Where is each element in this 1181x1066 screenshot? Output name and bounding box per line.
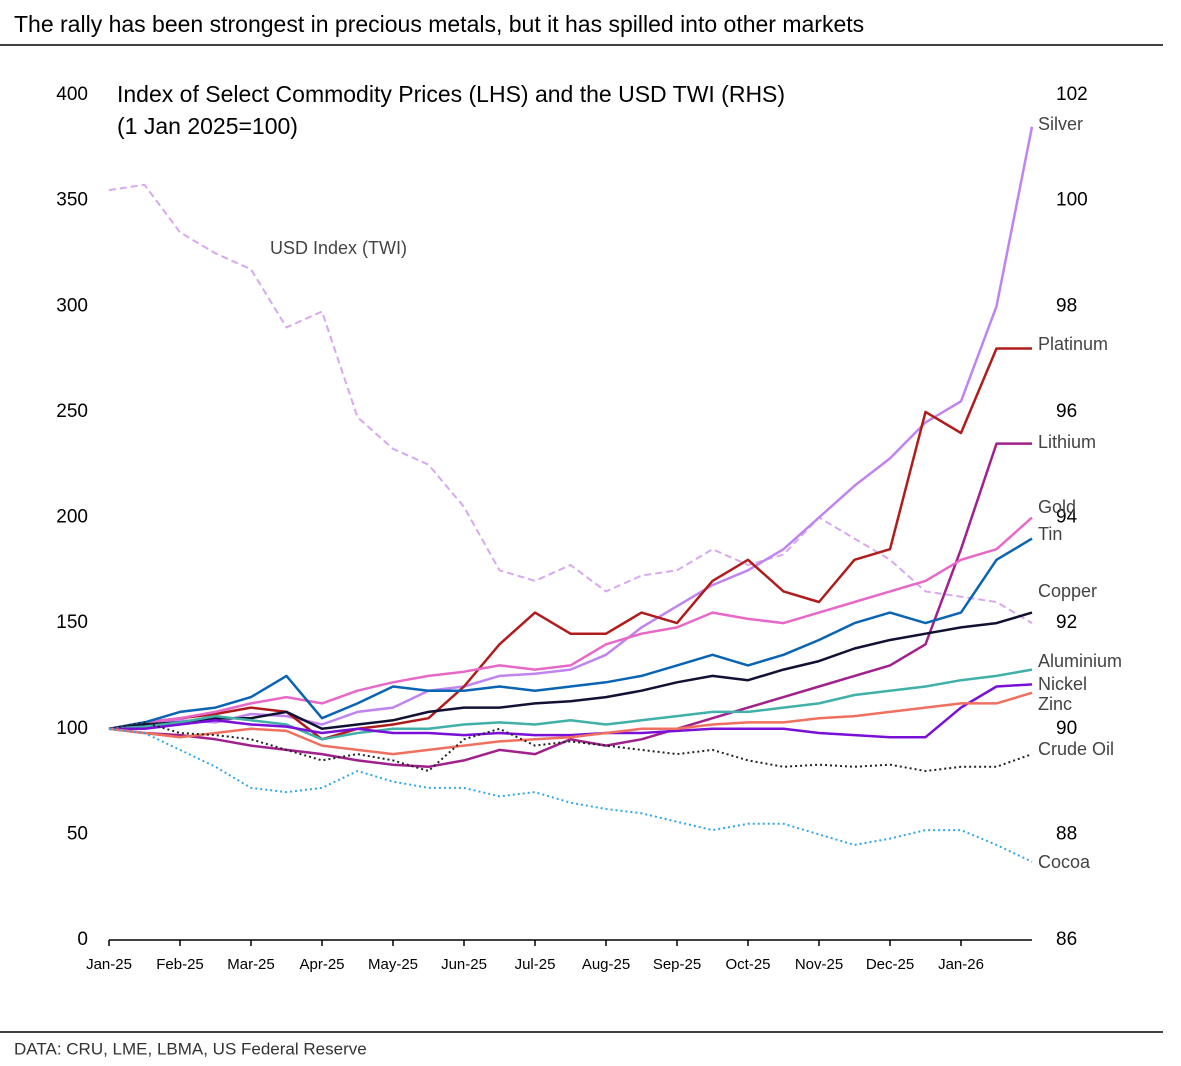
x-tick-label: Feb-25 [156,956,204,973]
x-tick-label: Oct-25 [725,956,770,973]
x-tick-label: Jan-26 [938,956,984,973]
y2-tick-label: 94 [1056,507,1078,528]
series-line [108,183,1033,624]
y-tick-label: 0 [77,929,88,950]
x-tick-label: Jul-25 [515,956,556,973]
series-label: Nickel [1038,674,1087,694]
x-tick-label: Nov-25 [795,956,843,973]
series-label: Copper [1038,581,1097,601]
chart-title: Index of Select Commodity Prices (LHS) a… [117,81,785,107]
x-tick-label: Mar-25 [227,956,275,973]
x-tick-label: Jun-25 [441,956,487,973]
y-tick-label: 100 [56,718,88,739]
x-tick-label: May-25 [368,956,418,973]
y-tick-label: 350 [56,190,88,211]
y2-tick-label: 98 [1056,295,1077,316]
series-line [108,691,1033,756]
series-line [108,721,1033,772]
y2-tick-label: 102 [1056,84,1088,105]
series-line [108,727,1033,863]
series-label: USD Index (TWI) [270,238,407,258]
x-tick-label: Sep-25 [653,956,701,973]
y-tick-label: 200 [56,507,88,528]
series-label: Zinc [1038,694,1072,714]
x-tick-label: Aug-25 [582,956,630,973]
series-line [108,611,1033,731]
series-line [108,668,1033,741]
y-tick-label: 400 [56,84,88,105]
series-line [108,442,1032,769]
x-tick-label: Dec-25 [866,956,914,973]
series-label: Cocoa [1038,852,1091,872]
series-label: Aluminium [1038,651,1122,671]
y2-tick-label: 92 [1056,612,1077,633]
series-label: Lithium [1038,432,1096,452]
y-tick-label: 50 [67,823,88,844]
y2-tick-label: 88 [1056,823,1077,844]
y-tick-label: 300 [56,295,88,316]
series-line [108,126,1034,731]
series-line [109,683,1033,739]
series-label: Silver [1038,114,1083,134]
series-label: Crude Oil [1038,739,1114,759]
y2-tick-label: 90 [1056,718,1077,739]
series-label: Tin [1038,524,1062,544]
series-line [108,537,1033,731]
series-label: Platinum [1038,334,1108,354]
x-tick-label: Jan-25 [86,956,132,973]
chart-subtitle: (1 Jan 2025=100) [117,113,298,139]
source: DATA: CRU, LME, LBMA, US Federal Reserve [14,1039,367,1058]
x-tick-label: Apr-25 [299,956,344,973]
y2-tick-label: 100 [1056,190,1088,211]
series-line [108,347,1032,741]
series-label: Gold [1038,497,1076,517]
y-tick-label: 250 [56,401,88,422]
y2-tick-label: 86 [1056,929,1077,950]
page-title: The rally has been strongest in precious… [14,11,864,37]
y-tick-label: 150 [56,612,88,633]
series-line [108,516,1033,731]
y2-tick-label: 96 [1056,401,1077,422]
